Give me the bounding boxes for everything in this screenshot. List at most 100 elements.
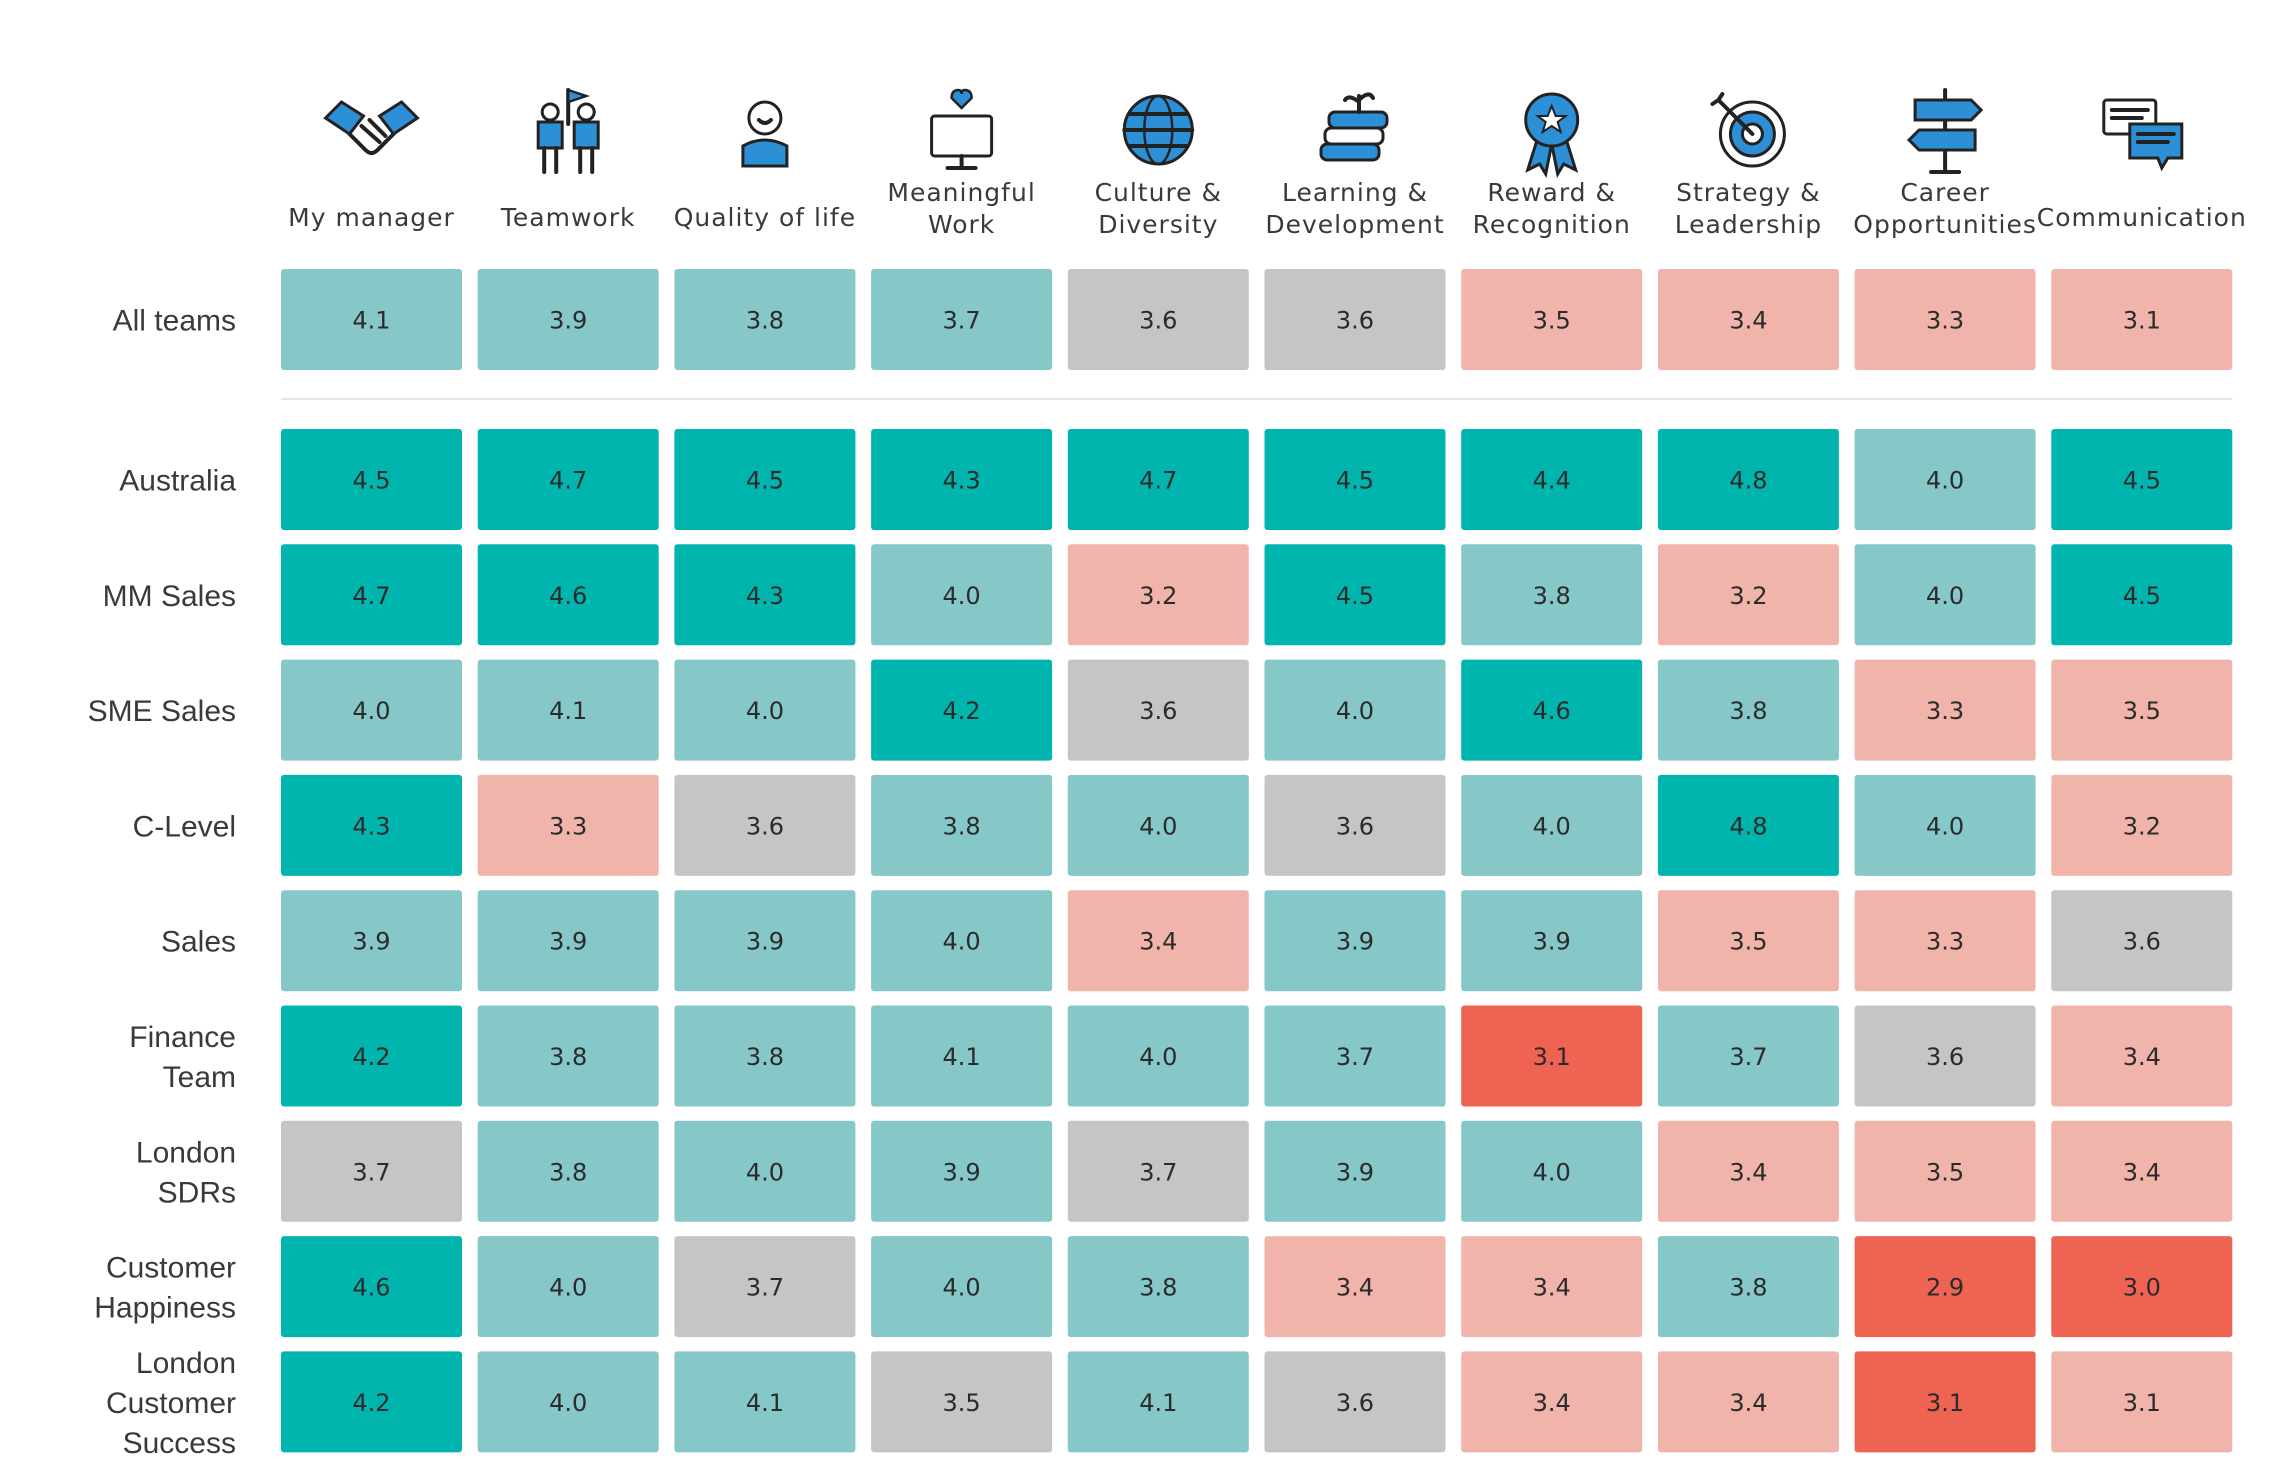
heatmap-cell bbox=[1461, 659, 1643, 761]
row-label: Success bbox=[123, 1427, 236, 1460]
heatmap-cell bbox=[1657, 1005, 1839, 1107]
cell-value: 3.4 bbox=[1729, 307, 1767, 335]
cell-value: 3.4 bbox=[1533, 1389, 1571, 1417]
row-label: Customer bbox=[106, 1387, 236, 1420]
heatmap-cell bbox=[1854, 1236, 2036, 1338]
heatmap-cell bbox=[1067, 659, 1249, 761]
heatmap-cell bbox=[1067, 1236, 1249, 1338]
column-label: Teamwork bbox=[500, 203, 636, 232]
cell-value: 4.5 bbox=[2123, 467, 2161, 495]
heatmap-cell bbox=[1461, 1351, 1643, 1453]
heatmap-cell bbox=[1854, 1005, 2036, 1107]
cell-value: 4.1 bbox=[746, 1389, 784, 1417]
cell-value: 4.0 bbox=[1533, 812, 1571, 840]
heatmap-cell bbox=[1657, 429, 1839, 530]
heatmap-cell bbox=[2051, 269, 2233, 370]
cell-value: 3.8 bbox=[1533, 582, 1571, 610]
heatmap-cell bbox=[281, 659, 462, 761]
heatmap-cell bbox=[281, 890, 462, 992]
cell-value: 3.5 bbox=[1729, 928, 1767, 956]
heatmap-cell bbox=[281, 774, 462, 876]
heatmap-cell bbox=[1854, 1351, 2036, 1453]
cell-value: 3.9 bbox=[1533, 928, 1571, 956]
cell-value: 3.2 bbox=[2123, 812, 2161, 840]
row-label: Finance bbox=[129, 1021, 236, 1054]
cell-value: 4.2 bbox=[352, 1043, 390, 1071]
cell-value: 3.4 bbox=[1139, 928, 1177, 956]
heatmap-cell bbox=[1657, 1236, 1839, 1338]
heatmap-cell bbox=[1264, 269, 1446, 370]
column-label: Quality of life bbox=[674, 203, 856, 232]
heatmap-cell bbox=[871, 659, 1053, 761]
heatmap-cell bbox=[477, 659, 659, 761]
cell-value: 3.7 bbox=[1139, 1158, 1177, 1186]
heatmap-cell bbox=[871, 1236, 1053, 1338]
cell-value: 4.3 bbox=[352, 812, 390, 840]
heatmap-cell bbox=[1264, 544, 1446, 646]
cell-value: 3.4 bbox=[2123, 1043, 2161, 1071]
heatmap-cell bbox=[1657, 544, 1839, 646]
signpost-icon bbox=[1906, 88, 1984, 174]
heatmap-cell bbox=[1461, 1120, 1643, 1222]
row-label: MM Sales bbox=[103, 580, 236, 613]
cell-value: 4.6 bbox=[1533, 697, 1571, 725]
heatmap-cell bbox=[1264, 1005, 1446, 1107]
heatmap-cell bbox=[871, 1351, 1053, 1453]
heatmap-cell bbox=[2051, 659, 2233, 761]
heatmap-cell bbox=[2051, 544, 2233, 646]
heatmap-cell bbox=[674, 774, 856, 876]
heatmap-cell bbox=[1067, 269, 1249, 370]
cell-value: 4.0 bbox=[1139, 812, 1177, 840]
heatmap-cell bbox=[1461, 544, 1643, 646]
cell-value: 4.0 bbox=[943, 1274, 981, 1302]
heatmap-cell bbox=[1067, 1351, 1249, 1453]
column-label: Strategy & bbox=[1676, 178, 1821, 207]
cell-value: 3.6 bbox=[1139, 307, 1177, 335]
cell-value: 3.8 bbox=[943, 812, 981, 840]
cell-value: 4.0 bbox=[549, 1274, 587, 1302]
column-label: Communication bbox=[2037, 203, 2247, 232]
cell-value: 4.3 bbox=[943, 467, 981, 495]
heatmap-cell bbox=[871, 774, 1053, 876]
cell-value: 3.9 bbox=[1336, 928, 1374, 956]
medal-icon bbox=[1524, 92, 1580, 179]
cell-value: 4.7 bbox=[549, 467, 587, 495]
heatmap-cell bbox=[1264, 429, 1446, 530]
cell-value: 4.0 bbox=[1139, 1043, 1177, 1071]
cell-value: 4.5 bbox=[2123, 582, 2161, 610]
cell-value: 4.6 bbox=[352, 1274, 390, 1302]
column-label: Career bbox=[1900, 178, 1990, 207]
heatmap-cell bbox=[2051, 1005, 2233, 1107]
cell-value: 3.1 bbox=[1926, 1389, 1964, 1417]
heatmap-cell bbox=[1067, 1120, 1249, 1222]
cell-value: 4.1 bbox=[943, 1043, 981, 1071]
heatmap-cell bbox=[477, 1351, 659, 1453]
heatmap-cell bbox=[1461, 1236, 1643, 1338]
heatmap-cell bbox=[2051, 774, 2233, 876]
heatmap-cell bbox=[1657, 890, 1839, 992]
cell-value: 3.5 bbox=[943, 1389, 981, 1417]
heatmap-cell bbox=[477, 544, 659, 646]
cell-value: 3.8 bbox=[1729, 1274, 1767, 1302]
column-label: Leadership bbox=[1675, 210, 1822, 239]
cell-value: 3.6 bbox=[1336, 812, 1374, 840]
row-label: Happiness bbox=[94, 1292, 236, 1325]
cell-value: 4.5 bbox=[1336, 467, 1374, 495]
heatmap-cell bbox=[1264, 890, 1446, 992]
heatmap-cell bbox=[1461, 269, 1643, 370]
cell-value: 4.7 bbox=[1139, 467, 1177, 495]
heatmap-cell bbox=[871, 544, 1053, 646]
monitor-heart-icon bbox=[930, 88, 994, 170]
cell-value: 4.2 bbox=[352, 1389, 390, 1417]
cell-value: 3.2 bbox=[1139, 582, 1177, 610]
cell-value: 4.2 bbox=[943, 697, 981, 725]
cell-value: 2.9 bbox=[1926, 1274, 1964, 1302]
cell-value: 4.0 bbox=[943, 582, 981, 610]
heatmap-cell bbox=[871, 429, 1053, 530]
column-label: Diversity bbox=[1098, 210, 1218, 239]
cell-value: 3.9 bbox=[746, 928, 784, 956]
heatmap-cell bbox=[281, 1236, 462, 1338]
cell-value: 3.4 bbox=[1729, 1389, 1767, 1417]
row-label: C-Level bbox=[133, 810, 236, 843]
heatmap-cell bbox=[1264, 1120, 1446, 1222]
